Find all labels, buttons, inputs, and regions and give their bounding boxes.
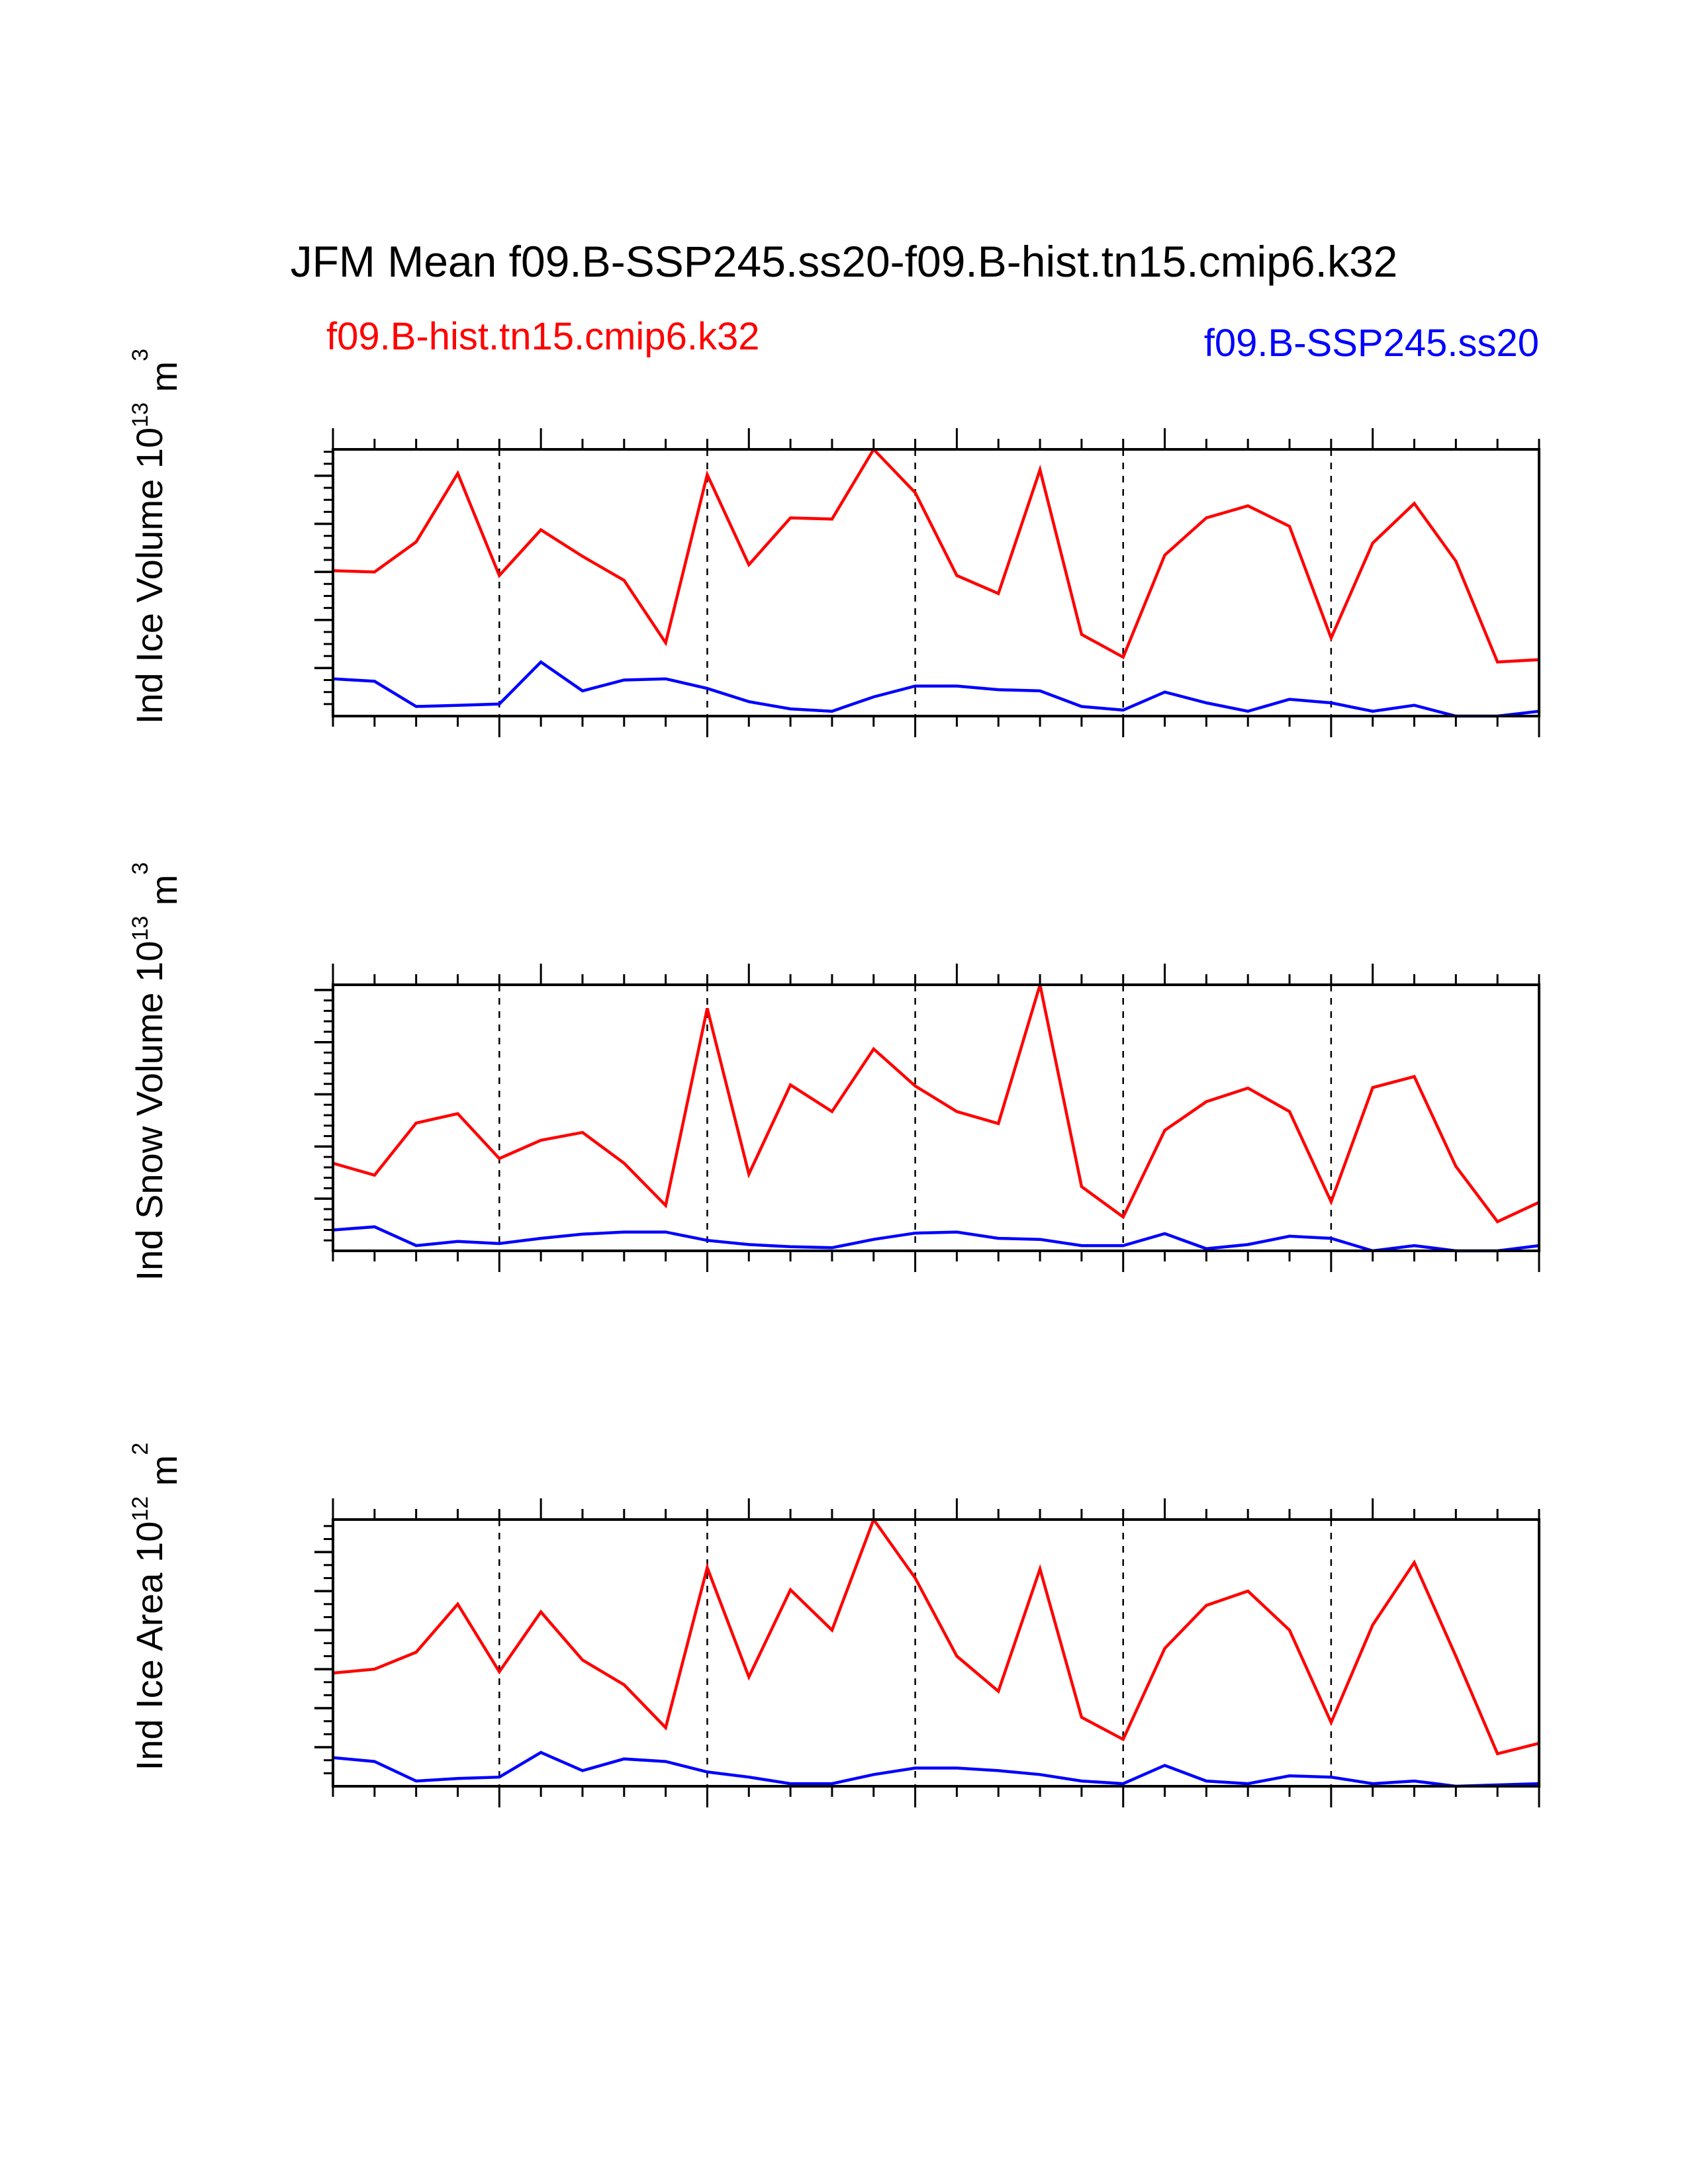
y-axis-title: Ind Ice Volume 1013 m3 <box>128 349 185 724</box>
y-title-base: Ind Ice Area 10 <box>128 1522 170 1771</box>
chart-panel-3: Ind Ice Area 1012 m2 <box>128 1443 1540 1807</box>
y-title-unit: m <box>143 875 185 916</box>
chart-panel-1: Ind Ice Volume 1013 m3 <box>128 349 1540 737</box>
series-line-hist <box>332 984 1540 1224</box>
y-title-exp: 13 <box>128 916 153 941</box>
y-title-unit-exp: 3 <box>128 862 153 875</box>
right-subtitle: f09.B-SSP245.ss20 <box>1204 322 1539 365</box>
series-line-hist <box>332 447 1540 664</box>
y-title-exp: 12 <box>128 1496 153 1522</box>
y-axis-title: Ind Snow Volume 1013 m3 <box>128 862 185 1281</box>
y-title-unit: m <box>143 1455 185 1496</box>
plot-frame <box>332 983 1540 1252</box>
y-axis-title: Ind Ice Area 1012 m2 <box>128 1443 185 1771</box>
plot-frame <box>332 448 1540 717</box>
chart-panel-2: Ind Snow Volume 1013 m3 <box>128 862 1540 1281</box>
series-line-ssp <box>332 1751 1540 1788</box>
main-title: JFM Mean f09.B-SSP245.ss20-f09.B-hist.tn… <box>291 237 1398 286</box>
y-title-exp: 13 <box>128 402 153 428</box>
left-subtitle: f09.B-hist.tn15.cmip6.k32 <box>326 315 759 358</box>
series-line-hist <box>332 1516 1540 1756</box>
plot-frame <box>332 1518 1540 1788</box>
y-title-unit: m <box>143 361 185 402</box>
y-title-unit-exp: 2 <box>128 1443 153 1455</box>
y-title-unit-exp: 3 <box>128 349 153 361</box>
y-title-base: Ind Ice Volume 10 <box>128 428 170 724</box>
y-title-base: Ind Snow Volume 10 <box>128 941 170 1281</box>
series-line-ssp <box>332 1225 1540 1253</box>
series-line-ssp <box>332 660 1540 718</box>
